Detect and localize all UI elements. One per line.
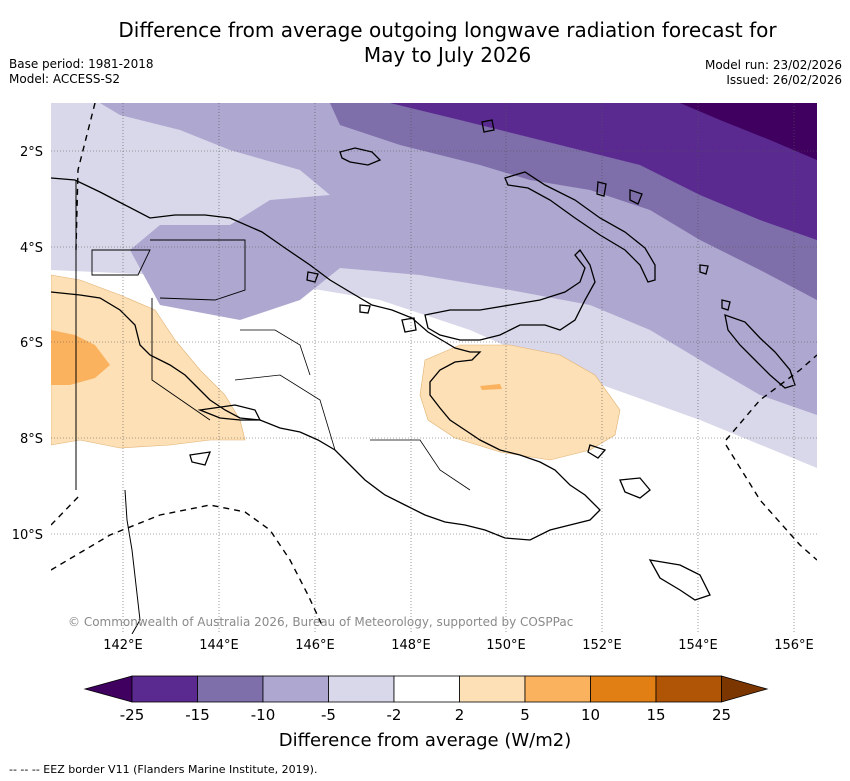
issued-date: Issued: 26/02/2026 [726,73,842,87]
coastline-island-buka [721,299,731,311]
lon-label-152e: 152°E [582,638,622,653]
anomaly-positive-east [419,344,621,461]
lon-label-154e: 154°E [678,638,718,653]
title-line-2: May to July 2026 [363,43,532,67]
coastline-manus [339,147,382,166]
lon-label-156e: 156°E [774,638,814,653]
colorbar-tick-2: 2 [455,706,465,724]
model-name: Model: ACCESS-S2 [9,72,121,86]
eez-border-north-west [75,103,96,251]
border-internal-6 [91,249,151,276]
colorbar-swatch-minus2-to-2 [393,675,460,703]
base-period: Base period: 1981-2018 [9,57,154,71]
colorbar-tick-minus10: -10 [251,706,276,724]
coastline-islands-trobriand [587,444,607,459]
meta-left: Base period: 1981-2018 Model: ACCESS-S2 [9,57,154,87]
title-line-1: Difference from average outgoing longwav… [118,18,777,42]
eez-footnote: -- -- -- EEZ border V11 (Flanders Marine… [9,763,318,776]
border-internal-2 [150,239,246,301]
coastline-fly-delta [197,404,262,421]
lat-label-10s: 10°S [12,528,43,543]
lat-label-2s: 2°S [20,145,43,160]
eez-borders [51,103,817,626]
map-plot-area: © Commonwealth of Australia 2026, Bureau… [51,103,817,634]
colorbar-swatch-minus25-to-minus15 [131,675,198,703]
eez-border-south [51,504,323,626]
coastline-island-umboi [401,317,417,333]
border-internal-3 [234,374,336,451]
anomaly-band-minus15-to-minus25 [390,103,817,240]
colorbar-swatch-minus10-to-minus5 [262,675,329,703]
colorbar-tick-minus2: -2 [387,706,402,724]
lon-label-144e: 144°E [199,638,239,653]
lat-label-4s: 4°S [20,241,43,256]
colorbar-tick-25: 25 [712,706,731,724]
lon-labels: 142°E 144°E 146°E 148°E 150°E 152°E 154°… [103,638,814,653]
coastline-island-karkar [306,271,319,283]
anomaly-positive-east-inner [480,384,502,390]
colorbar-swatch-15-to-25 [655,675,722,703]
meta-right: Model run: 23/02/2026 Issued: 26/02/2026 [705,58,842,88]
colorbar-swatch-2-to-5 [459,675,526,703]
colorbar-tick-10: 10 [581,706,600,724]
eez-border-south-west [51,494,81,526]
coastline-island-lihir [629,189,643,205]
lon-label-142e: 142°E [103,638,143,653]
lon-label-148e: 148°E [391,638,431,653]
lat-label-8s: 8°S [20,432,43,447]
colorbar: -25 -15 -10 -5 -2 2 5 10 15 25 [83,675,769,724]
colorbar-tick-minus15: -15 [185,706,210,724]
border-internal-1 [151,298,211,421]
colorbar-swatch-10-to-15 [590,675,657,703]
lat-label-6s: 6°S [20,336,43,351]
lon-label-146e: 146°E [295,638,335,653]
colorbar-tick-minus5: -5 [321,706,336,724]
colorbar-tick-minus25: -25 [120,706,145,724]
coastline-australia [124,489,141,634]
colorbar-swatch-minus15-to-minus10 [197,675,264,703]
colorbar-title: Difference from average (W/m2) [278,730,572,751]
copyright-text: © Commonwealth of Australia 2026, Bureau… [68,615,573,629]
anomaly-band-below-minus25 [680,103,817,160]
coastline-islands-louisiade [648,559,711,601]
eez-border-south-east [725,444,817,561]
coastline-island-feni [699,264,709,275]
coastline-island-mussau [481,119,495,133]
coastline-new-guinea [51,177,601,541]
coastlines [51,119,796,634]
colorbar-swatch-below-minus25 [83,675,133,703]
colorbar-tick-labels: -25 -15 -10 -5 -2 2 5 10 15 25 [120,706,731,724]
colorbar-swatch-above-25 [721,675,769,703]
colorbar-swatch-minus5-to-minus2 [328,675,395,703]
border-internal-5 [370,439,471,491]
lat-labels: 2°S 4°S 6°S 8°S 10°S [12,145,43,543]
coastline-island-tabar [596,181,607,197]
colorbar-swatch-5-to-10 [524,675,591,703]
chart-title: Difference from average outgoing longwav… [0,18,850,68]
border-internal-4 [240,329,311,376]
model-run: Model run: 23/02/2026 [704,58,842,72]
eez-border-east [725,354,817,441]
coastline-new-ireland [504,171,656,283]
coastline-new-britain [424,248,596,341]
colorbar-tick-15: 15 [646,706,665,724]
coastline-islands-milne [619,477,651,499]
colorbar-tick-5: 5 [520,706,530,724]
coastline-torres-strait [189,451,212,466]
coastline-bougainville [724,314,796,389]
lon-label-150e: 150°E [486,638,526,653]
coastline-island-long [359,304,371,314]
anomaly-positive-west-inner [51,330,110,385]
